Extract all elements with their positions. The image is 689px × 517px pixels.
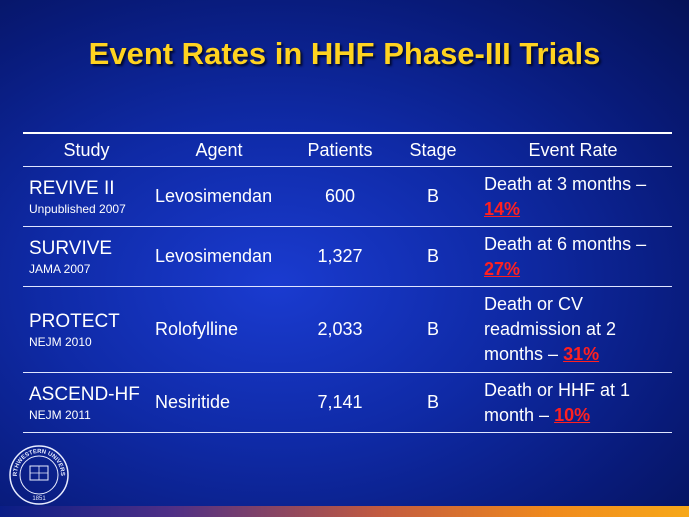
agent-cell: Nesiritide: [155, 392, 231, 412]
table-top-rule: [23, 132, 672, 134]
event-rate-text: Death at 3 months –: [484, 173, 647, 194]
trials-table: Study Agent Patients Stage Event Rate RE…: [23, 132, 672, 433]
study-cell: SURVIVE JAMA 2007: [23, 237, 150, 277]
stage-cell: B: [426, 246, 439, 266]
header-divider: [23, 166, 672, 167]
event-rate-cell: Death at 3 months – 14%: [474, 172, 672, 222]
study-source: Unpublished 2007: [29, 201, 126, 216]
slide-title: Event Rates in HHF Phase-III Trials: [88, 36, 601, 71]
study-name: REVIVE II: [29, 177, 115, 199]
study-name: PROTECT: [29, 310, 120, 332]
header-event-rate: Event Rate: [528, 139, 618, 160]
row-divider: [23, 226, 672, 227]
study-cell: PROTECT NEJM 2010: [23, 310, 150, 350]
header-stage: Stage: [409, 139, 457, 160]
header-agent: Agent: [195, 139, 243, 160]
study-cell: ASCEND-HF NEJM 2011: [23, 383, 150, 423]
stage-cell: B: [426, 319, 439, 339]
seal-university-name: NORTHWESTERN UNIVERSITY: [8, 444, 65, 476]
patients-cell: 2,033: [317, 319, 363, 339]
event-rate-cell: Death or CV readmission at 2 months – 31…: [474, 292, 672, 367]
study-source: NEJM 2011: [29, 407, 91, 422]
table-header-row: Study Agent Patients Stage Event Rate: [23, 134, 672, 166]
event-rate-percent: 27%: [484, 258, 521, 279]
header-study: Study: [63, 139, 110, 160]
seal-year: 1851: [32, 496, 46, 502]
header-patients: Patients: [307, 139, 373, 160]
table-row: ASCEND-HF NEJM 2011 Nesiritide 7,141 B D…: [23, 373, 672, 432]
table-row: REVIVE II Unpublished 2007 Levosimendan …: [23, 167, 672, 226]
study-source: NEJM 2010: [29, 334, 92, 349]
agent-cell: Levosimendan: [155, 186, 273, 206]
event-rate-percent: 31%: [563, 344, 600, 364]
university-seal-logo: NORTHWESTERN UNIVERSITY 1851: [8, 444, 69, 505]
agent-cell: Rolofylline: [155, 319, 239, 339]
table-row: SURVIVE JAMA 2007 Levosimendan 1,327 B D…: [23, 227, 672, 286]
row-divider: [23, 372, 672, 373]
event-rate-cell: Death at 6 months – 27%: [474, 232, 672, 282]
row-divider: [23, 432, 672, 433]
event-rate-text: Death or CV readmission at 2 months –: [484, 294, 617, 364]
row-divider: [23, 286, 672, 287]
study-source: JAMA 2007: [29, 261, 91, 276]
event-rate-text: Death or HHF at 1 month –: [484, 379, 631, 425]
table-row: PROTECT NEJM 2010 Rolofylline 2,033 B De…: [23, 287, 672, 372]
event-rate-cell: Death or HHF at 1 month – 10%: [474, 378, 672, 428]
agent-cell: Levosimendan: [155, 246, 273, 266]
event-rate-percent: 14%: [484, 198, 521, 219]
event-rate-text: Death at 6 months –: [484, 233, 647, 254]
study-name: SURVIVE: [29, 237, 113, 259]
patients-cell: 7,141: [317, 392, 363, 412]
study-cell: REVIVE II Unpublished 2007: [23, 177, 150, 217]
patients-cell: 1,327: [317, 246, 363, 266]
svg-text:NORTHWESTERN UNIVERSITY: NORTHWESTERN UNIVERSITY: [8, 444, 65, 476]
event-rate-percent: 10%: [554, 404, 591, 425]
bottom-accent-bar: [0, 506, 689, 517]
stage-cell: B: [426, 392, 439, 412]
patients-cell: 600: [324, 186, 356, 206]
study-name: ASCEND-HF: [29, 383, 140, 405]
stage-cell: B: [426, 186, 439, 206]
